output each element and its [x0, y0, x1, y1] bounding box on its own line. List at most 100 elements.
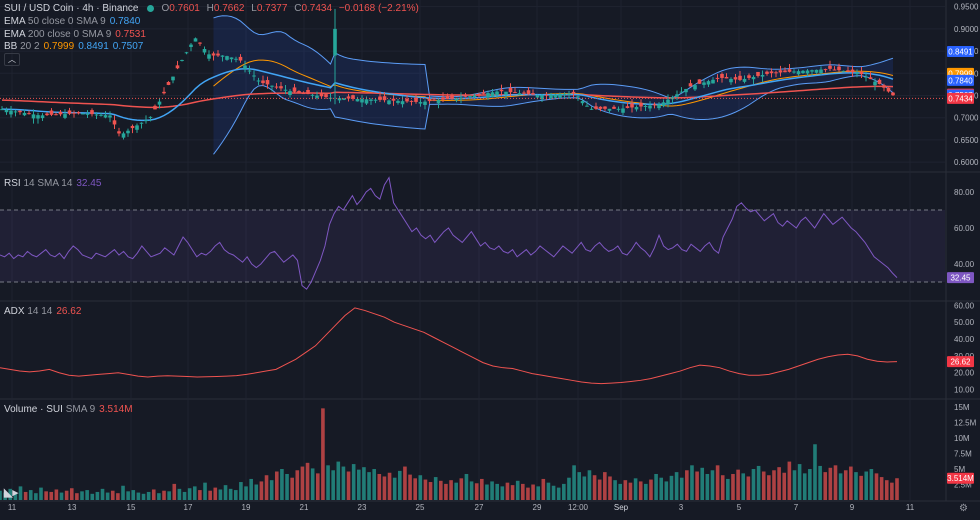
candle [517, 89, 522, 96]
candle-body [684, 88, 688, 93]
bb-legend[interactable]: BB 20 2 0.7999 0.8491 0.7507 [4, 41, 144, 52]
candle-body [243, 65, 247, 69]
candle [720, 72, 724, 83]
volume-bar [638, 481, 643, 500]
rsi-badge-text: 32.45 [950, 274, 971, 283]
candle [850, 65, 855, 77]
candle-body [13, 111, 18, 113]
candle [801, 69, 805, 74]
candle-body [621, 108, 625, 113]
candle [103, 111, 108, 119]
candle [625, 102, 630, 109]
candle-body [616, 108, 621, 110]
candle [886, 87, 891, 93]
rsi-value-badge [947, 272, 974, 284]
volume-bar [505, 482, 510, 500]
symbol-title[interactable]: SUI / USD Coin · 4h · Binance [4, 3, 139, 14]
volume-bar [567, 477, 571, 500]
volume-bar [295, 470, 300, 500]
collapse-legend-button[interactable]: ︿ [4, 53, 20, 66]
ema50-legend[interactable]: EMA 50 close 0 SMA 9 0.7840 [4, 16, 141, 27]
candle-body [157, 101, 162, 105]
candle-body [643, 105, 648, 107]
candle [846, 66, 850, 73]
candle-body [733, 77, 738, 80]
volume-bar [644, 483, 648, 500]
candle-body [855, 72, 859, 75]
candle [490, 88, 495, 98]
volume-bar [69, 488, 74, 500]
adx-legend[interactable]: ADX 14 14 26.62 [4, 306, 82, 317]
candle [31, 109, 36, 124]
volume-bar [392, 477, 397, 500]
volume-bar [75, 493, 79, 500]
candle [760, 70, 765, 82]
adx-tick-label: 60.00 [954, 301, 975, 310]
volume-bar [151, 489, 156, 500]
candle-body [445, 95, 450, 100]
candle [99, 112, 103, 117]
candle-body [369, 99, 373, 101]
candle [477, 92, 481, 98]
settings-gear-icon[interactable]: ⚙ [959, 503, 968, 514]
candle-body [72, 112, 76, 114]
candle [873, 78, 877, 91]
candle-body [301, 93, 306, 95]
candle [540, 93, 544, 102]
candle [252, 70, 256, 81]
candle-body [688, 83, 693, 87]
candle-body [274, 86, 279, 88]
price-label-badge [947, 74, 974, 86]
candle-body [175, 65, 180, 69]
candle [819, 66, 823, 75]
volume-bar [884, 480, 889, 500]
volume-bar [54, 489, 59, 500]
volume-bar [13, 493, 18, 500]
candle-body [58, 111, 63, 115]
volume-bar [341, 466, 346, 500]
candle [891, 91, 895, 96]
volume-legend[interactable]: Volume · SUI SMA 9 3.514M [4, 404, 133, 415]
candle [81, 113, 85, 115]
candle [126, 128, 130, 137]
candle-body [760, 74, 765, 77]
candle-body [256, 80, 261, 82]
candle-body [364, 99, 369, 104]
volume-bar [182, 491, 187, 500]
volume-bar [495, 483, 499, 500]
volume-bar [387, 472, 392, 500]
candle-body [355, 98, 360, 102]
volume-bar [710, 470, 715, 500]
candle [481, 89, 486, 95]
x-tick-label: 3 [679, 503, 684, 512]
candle [67, 107, 72, 116]
candle [859, 67, 864, 78]
volume-bar [546, 482, 551, 500]
ema200-legend[interactable]: EMA 200 close 0 SMA 9 0.7531 [4, 29, 146, 40]
volume-bar [280, 469, 284, 500]
candle-body [40, 115, 45, 119]
candle [526, 87, 531, 95]
candle [108, 111, 112, 123]
candle-body [864, 76, 868, 78]
volume-bar [685, 470, 689, 500]
candle-body [715, 77, 720, 79]
tradingview-logo-icon[interactable]: ◣▸ [4, 487, 18, 499]
volume-bar [116, 493, 120, 500]
candle-body [634, 106, 639, 110]
volume-bar [121, 485, 125, 500]
volume-bar [141, 493, 146, 500]
volume-bar [556, 487, 561, 500]
rsi-legend[interactable]: RSI 14 SMA 14 32.45 [4, 178, 102, 189]
candle-body [432, 99, 436, 101]
volume-bar [521, 483, 525, 500]
volume-bar [782, 472, 787, 500]
candle [729, 77, 733, 85]
candle-body [495, 91, 499, 96]
candle-body [270, 85, 274, 87]
volume-bar [351, 464, 356, 500]
volume-bar [95, 491, 100, 500]
volume-bar [813, 444, 817, 500]
